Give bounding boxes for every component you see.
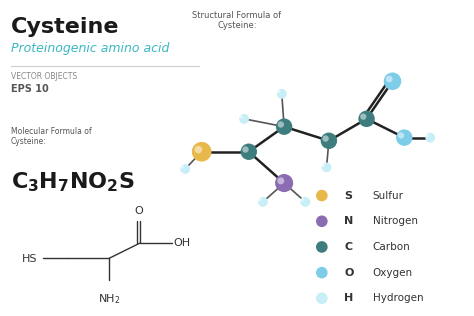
Point — [318, 219, 326, 224]
Text: O: O — [345, 268, 354, 278]
Point — [198, 149, 205, 154]
Point — [278, 91, 285, 96]
Text: Nitrogen: Nitrogen — [373, 216, 418, 226]
Text: EPS 10: EPS 10 — [11, 84, 48, 94]
Point — [318, 296, 326, 301]
Point — [401, 135, 408, 140]
Point — [242, 147, 249, 152]
Text: NH$_2$: NH$_2$ — [98, 292, 120, 306]
Text: H: H — [345, 293, 354, 303]
Text: Proteinogenic amino acid: Proteinogenic amino acid — [11, 42, 169, 55]
Point — [427, 135, 434, 140]
Point — [182, 167, 189, 172]
Point — [385, 76, 393, 82]
Point — [423, 133, 431, 138]
Point — [325, 138, 333, 143]
Point — [277, 122, 284, 127]
Point — [274, 89, 282, 94]
Point — [318, 245, 326, 250]
Point — [237, 114, 245, 119]
Point — [245, 149, 253, 154]
Text: Structural Formula of
Cysteine:: Structural Formula of Cysteine: — [192, 11, 282, 30]
Point — [256, 197, 264, 202]
Point — [319, 163, 327, 168]
Point — [280, 180, 288, 185]
Text: S: S — [345, 191, 353, 201]
Point — [318, 270, 326, 275]
Text: $\mathregular{C_3H_7NO_2S}$: $\mathregular{C_3H_7NO_2S}$ — [11, 171, 135, 194]
Text: N: N — [345, 216, 354, 226]
Text: OH: OH — [174, 238, 191, 248]
Text: Hydrogen: Hydrogen — [373, 293, 423, 303]
Point — [301, 199, 309, 204]
Text: C: C — [345, 242, 353, 252]
Point — [259, 199, 267, 204]
Point — [277, 178, 284, 183]
Text: Oxygen: Oxygen — [373, 268, 413, 278]
Text: HS: HS — [21, 254, 37, 264]
Point — [194, 147, 202, 152]
Point — [359, 114, 367, 119]
Point — [298, 197, 306, 202]
Point — [323, 165, 330, 170]
Text: O: O — [135, 206, 143, 216]
Point — [363, 116, 370, 121]
Text: VECTOR OBJECTS: VECTOR OBJECTS — [11, 72, 77, 81]
Point — [389, 79, 396, 84]
Text: Sulfur: Sulfur — [373, 191, 404, 201]
Text: Carbon: Carbon — [373, 242, 410, 252]
Point — [178, 164, 186, 169]
Point — [318, 193, 326, 198]
Point — [280, 124, 288, 129]
Point — [240, 116, 248, 121]
Text: Molecular Formula of
Cysteine:: Molecular Formula of Cysteine: — [11, 127, 91, 146]
Point — [322, 136, 329, 141]
Point — [397, 133, 405, 138]
Text: Cysteine: Cysteine — [11, 17, 119, 37]
